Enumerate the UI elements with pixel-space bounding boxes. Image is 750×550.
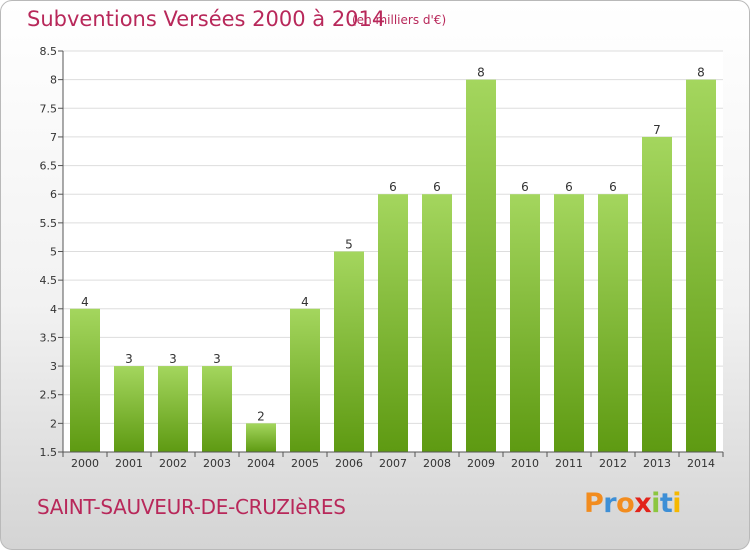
bar-2014 — [686, 79, 716, 453]
bar-2011 — [554, 194, 584, 452]
data-label: 5 — [345, 238, 353, 252]
x-tick-label: 2010 — [511, 457, 539, 470]
y-tick-label: 4.5 — [40, 274, 58, 287]
chart-title: Subventions Versées 2000 à 2014 — [27, 7, 386, 31]
data-label: 6 — [521, 180, 529, 194]
y-tick-label: 7.5 — [40, 102, 58, 115]
logo-letter: x — [634, 488, 652, 519]
logo-letter: r — [603, 488, 617, 519]
data-label: 6 — [433, 180, 441, 194]
bar-2007 — [378, 194, 408, 452]
bar-2008 — [422, 194, 452, 452]
y-tick-label: 8.5 — [40, 45, 58, 58]
y-tick-label: 5.5 — [40, 217, 58, 230]
bar-2000 — [70, 308, 100, 452]
y-tick-label: 4 — [50, 303, 57, 316]
y-tick-label: 2 — [50, 417, 57, 430]
data-label: 4 — [301, 295, 309, 309]
x-tick-label: 2003 — [203, 457, 231, 470]
data-label: 8 — [697, 66, 705, 80]
x-tick-label: 2008 — [423, 457, 451, 470]
y-tick-label: 3.5 — [40, 331, 58, 344]
x-tick-label: 2009 — [467, 457, 495, 470]
y-tick-label: 2.5 — [40, 389, 58, 402]
bar-2004 — [246, 423, 276, 452]
data-label: 4 — [81, 295, 89, 309]
logo-letter: i — [651, 488, 660, 519]
bar-2001 — [114, 366, 144, 452]
logo-letter: o — [616, 488, 635, 519]
x-tick-label: 2004 — [247, 457, 275, 470]
bar-2010 — [510, 194, 540, 452]
bar-2009 — [466, 79, 496, 453]
x-tick-label: 2005 — [291, 457, 319, 470]
x-axis: 2000 2001 2002 2003 2004 2005 2006 2007 2008 2009… — [62, 451, 724, 470]
x-tick-label: 2002 — [159, 457, 187, 470]
data-label: 3 — [125, 352, 133, 366]
bar-2013 — [642, 136, 672, 452]
y-tick-label: 6.5 — [40, 160, 58, 173]
y-axis: 1.5 2 2.5 3 3.5 4 4.5 5 5.5 6 6.5 7 7.5 8 8.5 — [40, 45, 64, 459]
data-label: 6 — [565, 180, 573, 194]
x-tick-label: 2007 — [379, 457, 407, 470]
x-tick-label: 2000 — [71, 457, 99, 470]
chart-subtitle: (en milliers d'€) — [352, 13, 447, 27]
data-label: 8 — [477, 66, 485, 80]
x-tick-label: 2013 — [643, 457, 671, 470]
x-tick-label: 2006 — [335, 457, 363, 470]
y-tick-label: 5 — [50, 246, 57, 259]
data-label: 2 — [257, 409, 265, 423]
x-tick-label: 2012 — [599, 457, 627, 470]
x-tick-label: 2014 — [687, 457, 715, 470]
logo-letter: i — [672, 488, 682, 519]
bar-2005 — [290, 308, 320, 452]
bar-2012 — [598, 194, 628, 452]
bar-2002 — [158, 366, 188, 452]
y-tick-label: 1.5 — [40, 446, 58, 459]
data-label: 6 — [609, 180, 617, 194]
bar-2003 — [202, 366, 232, 452]
bars: 4 3 3 3 2 4 5 6 6 8 6 6 6 7 8 — [70, 66, 716, 453]
x-tick-label: 2001 — [115, 457, 143, 470]
data-label: 3 — [169, 352, 177, 366]
commune-name: SAINT-SAUVEUR-DE-CRUZIèRES — [37, 495, 346, 519]
x-tick-label: 2011 — [555, 457, 583, 470]
y-tick-label: 6 — [50, 188, 57, 201]
data-label: 6 — [389, 180, 397, 194]
logo-letter: t — [659, 488, 673, 519]
data-label: 7 — [653, 123, 661, 137]
y-tick-label: 3 — [50, 360, 57, 373]
logo-letter: P — [584, 488, 604, 519]
bar-2006 — [334, 251, 364, 452]
proxiti-logo: Proxiti — [584, 488, 682, 519]
data-label: 3 — [213, 352, 221, 366]
y-tick-label: 7 — [50, 131, 57, 144]
y-tick-label: 8 — [50, 74, 57, 87]
